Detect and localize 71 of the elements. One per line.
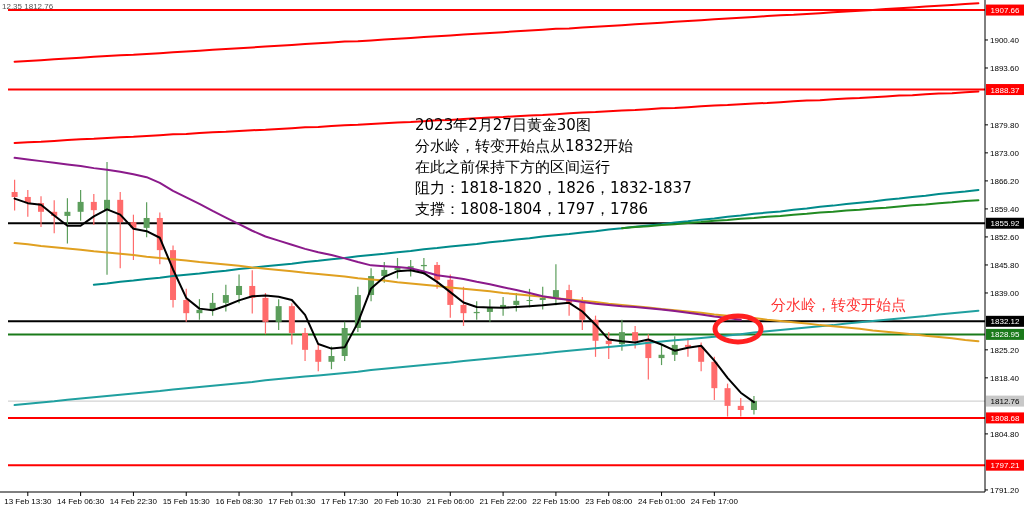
- candlestick: [64, 197, 71, 245]
- candlestick: [460, 286, 467, 327]
- candlestick: [302, 327, 309, 362]
- candlestick: [183, 288, 190, 323]
- x-tick-label: 20 Feb 10:30: [373, 497, 422, 506]
- annotation: 12.35 1812.76: [2, 2, 54, 11]
- y-tick-label: 1818.40: [990, 373, 1020, 383]
- y-tick-label: 1893.60: [990, 63, 1020, 73]
- ref-line-label: 1808.68: [990, 413, 1021, 423]
- y-tick-label: 1879.80: [990, 120, 1020, 130]
- y-tick-label: 1804.80: [990, 429, 1020, 439]
- x-tick-label: 17 Feb 17:30: [321, 497, 369, 506]
- ref-line-label: 1828.95: [990, 330, 1021, 340]
- ref-line-label: 1812.76: [990, 397, 1021, 407]
- candlestick: [605, 331, 612, 360]
- line-series: [13, 156, 742, 321]
- candlestick: [724, 383, 731, 418]
- candlestick: [500, 296, 507, 317]
- candlestick: [262, 292, 269, 335]
- candlestick: [222, 284, 229, 313]
- ref-line-label: 1832.12: [990, 317, 1021, 327]
- y-tick-label: 1852.60: [990, 232, 1020, 242]
- candlestick: [698, 341, 705, 372]
- candlestick: [11, 179, 18, 212]
- candlestick: [658, 343, 665, 366]
- candlestick: [539, 286, 546, 311]
- candlestick: [275, 298, 282, 331]
- candlestick: [196, 298, 203, 321]
- y-tick-label: 1825.20: [990, 345, 1020, 355]
- x-tick-label: 16 Feb 08:30: [215, 497, 264, 506]
- y-tick-label: 1791.20: [990, 485, 1020, 495]
- annotation: 2023年2月27日黄金30图: [415, 116, 591, 134]
- x-tick-label: 15 Feb 15:30: [162, 497, 211, 506]
- y-tick-label: 1859.40: [990, 204, 1020, 214]
- annotation: 支撑：1808-1804，1797，1786: [415, 200, 649, 218]
- y-tick-label: 1845.80: [990, 260, 1020, 270]
- x-tick-label: 23 Feb 08:00: [585, 497, 633, 506]
- x-tick-label: 13 Feb 13:30: [4, 497, 52, 506]
- x-tick-label: 14 Feb 22:30: [109, 497, 158, 506]
- candlestick: [328, 345, 335, 370]
- candlestick: [315, 343, 322, 372]
- candlestick: [684, 337, 691, 358]
- candlestick: [737, 397, 744, 418]
- x-tick-label: 21 Feb 06:00: [426, 497, 475, 506]
- candlestick: [381, 261, 388, 284]
- x-tick-label: 21 Feb 22:00: [479, 497, 528, 506]
- y-tick-label: 1839.00: [990, 288, 1020, 298]
- y-tick-label: 1900.40: [990, 35, 1020, 45]
- y-tick-label: 1873.00: [990, 148, 1020, 158]
- ref-line-label: 1797.21: [990, 461, 1021, 471]
- candlestick: [77, 189, 84, 222]
- candlestick: [632, 325, 639, 350]
- candlestick: [143, 201, 150, 238]
- annotation: 分水岭，转变开始点从1832开始: [415, 137, 634, 155]
- x-tick-label: 22 Feb 15:00: [532, 497, 581, 506]
- candlestick: [90, 193, 97, 226]
- annotation: 阻力：1818-1820，1826，1832-1837: [415, 179, 692, 197]
- x-tick-label: 17 Feb 01:30: [268, 497, 316, 506]
- line-series: [13, 242, 980, 343]
- ref-line-label: 1907.66: [990, 6, 1021, 16]
- x-tick-label: 24 Feb 01:00: [637, 497, 686, 506]
- candlestick: [236, 273, 243, 304]
- annotation: 分水岭，转变开始点: [771, 296, 906, 314]
- candlestick: [552, 263, 559, 306]
- candlestick: [394, 257, 401, 280]
- ref-line-label: 1888.37: [990, 85, 1021, 95]
- annotation: 在此之前保持下方的区间运行: [415, 158, 610, 176]
- x-tick-label: 14 Feb 06:30: [57, 497, 105, 506]
- ref-line-label: 1855.92: [990, 219, 1021, 229]
- y-tick-label: 1866.20: [990, 176, 1020, 186]
- x-tick-label: 24 Feb 17:00: [690, 497, 739, 506]
